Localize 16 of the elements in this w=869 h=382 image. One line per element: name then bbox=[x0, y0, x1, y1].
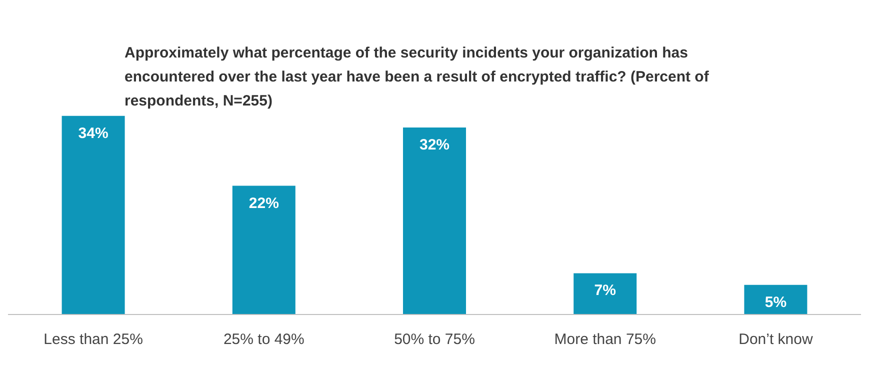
x-tick-label: 25% to 49% bbox=[223, 331, 304, 348]
bar bbox=[574, 273, 637, 314]
data-label: 5% bbox=[764, 294, 787, 311]
x-tick-label: Don’t know bbox=[738, 331, 813, 348]
x-tick-label: Less than 25% bbox=[44, 331, 143, 348]
data-label: 34% bbox=[78, 124, 108, 142]
chart-title: Approximately what percentage of the security incidents your organization has encountered over the last year have been a result of encrypted traffic? (Percent of respondents, N=255) bbox=[124, 44, 714, 110]
bar bbox=[403, 127, 466, 314]
bar bbox=[232, 186, 296, 314]
bar bbox=[744, 284, 808, 314]
data-label: 32% bbox=[419, 136, 450, 154]
x-tick-label: 50% to 75% bbox=[394, 331, 475, 348]
data-label: 22% bbox=[248, 194, 279, 212]
bar bbox=[62, 116, 125, 314]
x-tick-label: More than 75% bbox=[554, 331, 656, 348]
data-label: 7% bbox=[594, 282, 616, 300]
